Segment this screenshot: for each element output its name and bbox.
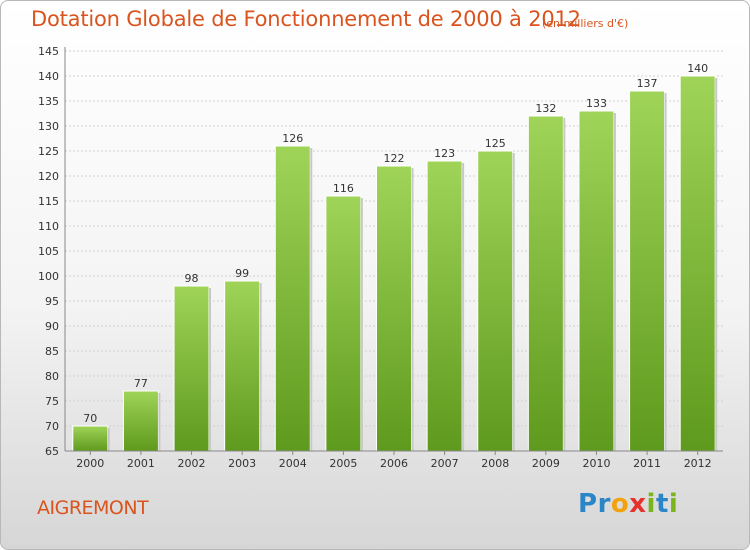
logo-letter: P <box>578 489 598 519</box>
bar-2002 <box>173 285 210 452</box>
logo-letter: o <box>610 489 630 519</box>
bar-shadow <box>158 393 161 451</box>
y-tick-label: 125 <box>38 145 59 158</box>
data-label: 125 <box>485 137 506 150</box>
bar-shadow <box>613 113 616 451</box>
y-tick-label: 145 <box>38 45 59 58</box>
bar-shadow <box>715 78 718 451</box>
y-tick-label: 115 <box>38 195 59 208</box>
data-label: 98 <box>185 272 199 285</box>
bar-shadow <box>512 153 515 451</box>
x-tick-label: 2005 <box>329 457 357 470</box>
bar-2003 <box>224 280 261 452</box>
y-tick-label: 80 <box>45 370 59 383</box>
y-tick-label: 130 <box>38 120 59 133</box>
y-tick-label: 85 <box>45 345 59 358</box>
axis-layer: 65 70 75 80 85 90 95 100 105 110 115 120 125 130 135 14… <box>38 45 723 470</box>
bar-2005 <box>325 195 362 452</box>
chart-subtitle: (en milliers d'€) <box>542 17 629 30</box>
data-label: 137 <box>637 77 658 90</box>
x-tick-label: 2004 <box>279 457 307 470</box>
bar-shadow <box>664 93 667 451</box>
data-label: 77 <box>134 377 148 390</box>
data-label: 140 <box>687 62 708 75</box>
x-tick-label: 2010 <box>582 457 610 470</box>
y-tick-label: 65 <box>45 445 59 458</box>
bar-2001 <box>122 390 159 452</box>
y-tick-label: 100 <box>38 270 59 283</box>
bar-shadow <box>462 163 465 451</box>
bar-shadow <box>360 198 363 451</box>
bar-2004 <box>274 145 311 452</box>
labels-layer: 70 77 98 99 126 116 122 123 125 132 133 137 140 <box>83 62 708 425</box>
data-label: 122 <box>384 152 405 165</box>
x-tick-label: 2008 <box>481 457 509 470</box>
x-tick-label: 2006 <box>380 457 408 470</box>
x-tick-label: 2007 <box>431 457 459 470</box>
bar-2009 <box>527 115 564 452</box>
bar-2011 <box>629 90 666 452</box>
bar-2007 <box>426 160 463 452</box>
bar-shadow <box>259 283 262 451</box>
bar-shadow <box>107 428 110 451</box>
y-tick-label: 120 <box>38 170 59 183</box>
bar-2006 <box>376 165 412 452</box>
data-label: 126 <box>282 132 303 145</box>
x-tick-label: 2011 <box>633 457 661 470</box>
y-tick-label: 135 <box>38 95 59 108</box>
bars-layer <box>72 75 718 452</box>
bar-shadow <box>209 288 212 451</box>
bar-shadow <box>563 118 566 451</box>
logo-letter: r <box>597 489 611 519</box>
data-label: 132 <box>535 102 556 115</box>
bar-2012 <box>679 75 716 452</box>
logo-letter: x <box>629 489 647 519</box>
x-tick-label: 2002 <box>178 457 206 470</box>
y-tick-label: 75 <box>45 395 59 408</box>
data-label: 123 <box>434 147 455 160</box>
logo-letter: i <box>646 489 656 519</box>
data-label: 70 <box>83 412 97 425</box>
bar-2008 <box>477 150 514 452</box>
x-tick-label: 2000 <box>76 457 104 470</box>
y-tick-label: 140 <box>38 70 59 83</box>
y-tick-label: 70 <box>45 420 59 433</box>
logo-letter: i <box>668 489 679 519</box>
data-label: 116 <box>333 182 354 195</box>
commune-name: AIGREMONT <box>37 497 149 519</box>
proxiti-logo: Proxiti <box>578 489 678 519</box>
chart-title: Dotation Globale de Fonctionnement de 20… <box>31 7 581 31</box>
y-tick-label: 105 <box>38 245 59 258</box>
y-tick-label: 95 <box>45 295 59 308</box>
bar-2000 <box>72 425 109 452</box>
bar-shadow <box>310 148 313 451</box>
bar-shadow <box>411 168 414 451</box>
data-label: 133 <box>586 97 607 110</box>
x-tick-label: 2012 <box>684 457 712 470</box>
bar-2010 <box>578 110 615 452</box>
x-tick-label: 2003 <box>228 457 256 470</box>
y-tick-label: 90 <box>45 320 59 333</box>
x-tick-label: 2001 <box>127 457 155 470</box>
x-tick-label: 2009 <box>532 457 560 470</box>
data-label: 99 <box>235 267 249 280</box>
logo-letter: t <box>655 489 669 519</box>
y-tick-label: 110 <box>38 220 59 233</box>
